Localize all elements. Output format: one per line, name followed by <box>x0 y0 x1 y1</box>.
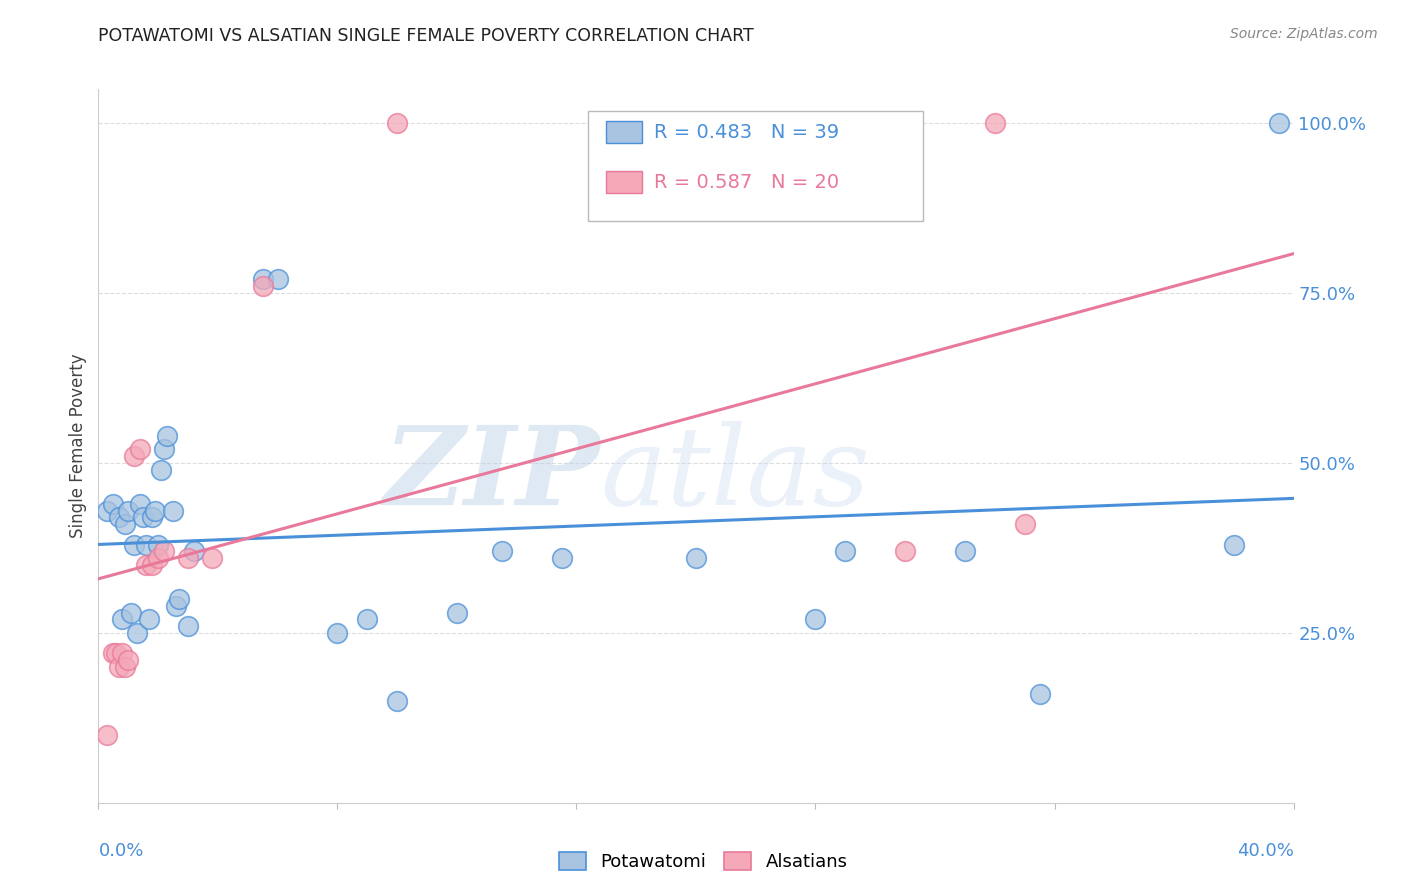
Point <box>148 537 170 551</box>
Point <box>117 503 139 517</box>
Point <box>356 612 378 626</box>
FancyBboxPatch shape <box>606 121 643 143</box>
Point <box>103 497 125 511</box>
Point <box>685 551 707 566</box>
Point <box>105 646 128 660</box>
Point <box>141 558 163 572</box>
Point <box>385 694 409 708</box>
Point <box>446 606 468 620</box>
Point <box>1014 517 1036 532</box>
Point <box>96 503 118 517</box>
Text: R = 0.483   N = 39: R = 0.483 N = 39 <box>654 123 839 143</box>
Point <box>1028 687 1050 701</box>
Point <box>124 449 146 463</box>
Point <box>135 537 157 551</box>
Point <box>138 612 160 626</box>
Point <box>108 660 131 674</box>
Point <box>167 591 190 606</box>
Text: R = 0.587   N = 20: R = 0.587 N = 20 <box>654 173 839 193</box>
Point <box>1267 116 1289 130</box>
Point <box>143 503 166 517</box>
Point <box>153 442 176 457</box>
Point <box>165 599 187 613</box>
FancyBboxPatch shape <box>606 171 643 193</box>
Point <box>108 510 131 524</box>
Point <box>252 272 274 286</box>
Point <box>1223 537 1246 551</box>
Point <box>267 272 290 286</box>
Point <box>953 544 976 558</box>
Point <box>111 646 134 660</box>
Y-axis label: Single Female Poverty: Single Female Poverty <box>69 354 87 538</box>
Text: POTAWATOMI VS ALSATIAN SINGLE FEMALE POVERTY CORRELATION CHART: POTAWATOMI VS ALSATIAN SINGLE FEMALE POV… <box>98 27 754 45</box>
Point <box>141 510 163 524</box>
Legend: Potawatomi, Alsatians: Potawatomi, Alsatians <box>551 845 855 879</box>
Point <box>201 551 224 566</box>
Text: 0.0%: 0.0% <box>98 842 143 860</box>
Point <box>177 551 200 566</box>
Point <box>150 463 173 477</box>
Point <box>804 612 827 626</box>
Point <box>491 544 513 558</box>
Point <box>129 497 152 511</box>
Point <box>114 517 136 532</box>
Point <box>103 646 125 660</box>
Point <box>117 653 139 667</box>
FancyBboxPatch shape <box>588 111 922 221</box>
Point <box>894 544 917 558</box>
Text: ZIP: ZIP <box>384 421 600 528</box>
Point <box>127 626 149 640</box>
Point <box>252 279 274 293</box>
Point <box>120 606 142 620</box>
Point <box>326 626 349 640</box>
Point <box>183 544 205 558</box>
Point <box>124 537 146 551</box>
Point <box>177 619 200 633</box>
Point <box>148 551 170 566</box>
Point <box>153 544 176 558</box>
Point <box>96 728 118 742</box>
Point <box>550 551 572 566</box>
Point <box>156 429 179 443</box>
Point <box>135 558 157 572</box>
Point <box>984 116 1007 130</box>
Text: atlas: atlas <box>600 421 870 528</box>
Point <box>111 612 134 626</box>
Point <box>162 503 184 517</box>
Point <box>129 442 152 457</box>
Text: Source: ZipAtlas.com: Source: ZipAtlas.com <box>1230 27 1378 41</box>
Point <box>114 660 136 674</box>
Point <box>385 116 409 130</box>
Point <box>834 544 856 558</box>
Text: 40.0%: 40.0% <box>1237 842 1294 860</box>
Point <box>132 510 155 524</box>
